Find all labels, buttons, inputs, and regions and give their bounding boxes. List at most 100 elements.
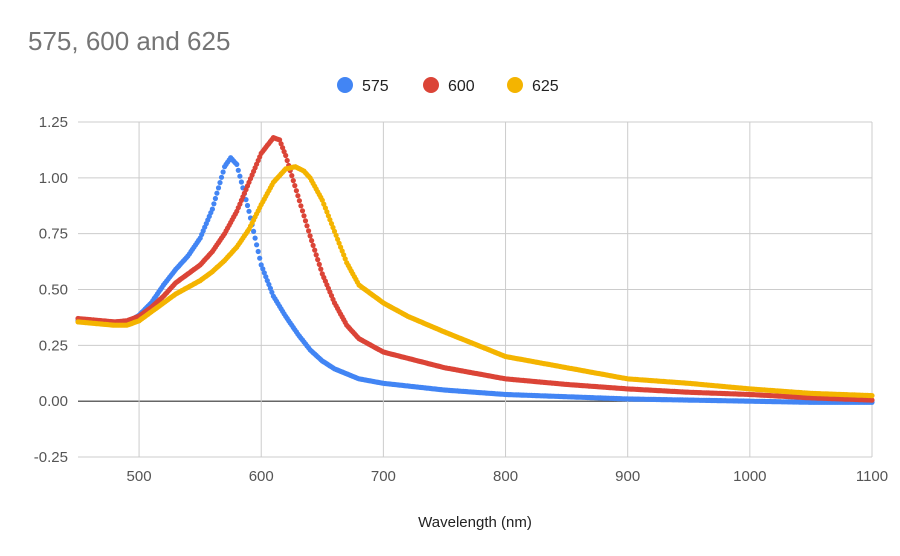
x-axis-title: Wavelength (nm) [418,514,532,531]
data-point-600 [280,145,286,151]
x-tick-label: 1000 [733,468,766,485]
data-point-600 [306,228,312,234]
x-tick-label: 900 [615,468,640,485]
data-point-625 [341,252,347,258]
data-point-600 [304,223,310,229]
data-point-575 [214,190,220,196]
y-tick-label: 1.00 [39,170,68,187]
series-625 [75,164,875,399]
data-point-625 [321,201,327,207]
data-point-600 [301,213,307,219]
data-point-575 [211,201,217,207]
data-point-575 [264,278,270,284]
data-point-600 [283,152,289,159]
data-point-575 [266,281,272,288]
data-point-575 [217,180,223,186]
data-point-625 [328,221,335,227]
data-point-575 [235,167,241,173]
y-tick-label: 0.25 [39,337,68,354]
data-point-625 [336,240,342,246]
data-point-575 [258,262,264,268]
data-point-575 [237,173,243,179]
data-point-575 [254,242,260,248]
y-tick-label: 1.25 [39,114,68,131]
data-point-575 [209,206,215,212]
legend-marker-600 [423,77,439,93]
y-tick-label: -0.25 [34,449,68,466]
grid-layer [78,121,873,458]
data-point-625 [327,217,333,223]
data-point-575 [251,228,257,234]
data-point-600 [309,238,315,244]
data-point-575 [267,285,273,291]
data-point-575 [252,235,258,241]
data-point-575 [220,169,226,175]
legend-marker-575 [337,77,353,93]
data-point-575 [212,195,218,202]
data-point-600 [302,218,309,224]
data-point-600 [318,266,324,272]
data-point-625 [322,205,328,211]
legend-label-600: 600 [448,78,475,95]
data-point-600 [292,183,298,189]
data-point-600 [307,233,313,239]
data-point-600 [299,208,306,214]
data-point-600 [298,203,304,209]
legend-marker-625 [507,77,523,93]
data-point-600 [315,257,321,263]
data-point-575 [257,255,263,261]
x-tick-label: 500 [127,468,152,485]
data-point-625 [324,209,330,215]
data-point-625 [319,197,325,203]
data-point-625 [338,244,344,250]
data-point-575 [261,270,267,276]
data-point-575 [255,248,261,255]
x-tick-label: 600 [249,468,274,485]
chart-title: 575, 600 and 625 [28,26,231,56]
x-tick-label: 700 [371,468,396,485]
data-point-575 [218,174,225,180]
legend: 575 600 625 [337,77,559,95]
data-point-600 [316,261,322,267]
x-tick-label: 1100 [856,468,888,485]
data-point-575 [269,289,275,295]
data-point-600 [278,141,284,147]
data-point-600 [281,149,287,155]
data-point-625 [331,228,338,234]
data-point-625 [339,248,345,254]
y-tick-label: 0.00 [39,393,68,410]
data-point-575 [215,185,222,191]
data-point-600 [295,193,301,199]
data-point-625 [325,213,331,219]
data-point-600 [313,252,319,258]
data-point-575 [238,179,244,185]
data-point-575 [234,161,240,167]
y-tick-label: 0.75 [39,226,68,243]
series-layer [75,135,875,405]
data-point-625 [342,256,348,262]
data-point-575 [246,208,252,214]
legend-label-625: 625 [532,78,559,95]
series-600 [75,135,875,403]
data-point-625 [869,393,875,399]
data-point-600 [869,397,875,403]
data-point-625 [333,232,339,238]
data-point-625 [335,236,341,242]
series-575 [75,155,875,405]
data-point-600 [289,173,295,179]
data-point-600 [284,157,290,164]
data-point-600 [277,137,283,143]
data-point-600 [296,198,302,204]
data-point-600 [312,247,318,253]
legend-label-575: 575 [362,78,389,95]
data-point-600 [290,178,296,184]
y-tick-label: 0.50 [39,282,68,299]
data-point-600 [293,188,299,194]
data-point-575 [263,274,269,280]
data-point-600 [310,242,316,248]
data-point-575 [244,202,251,209]
data-point-575 [260,266,266,272]
data-point-625 [330,224,336,231]
